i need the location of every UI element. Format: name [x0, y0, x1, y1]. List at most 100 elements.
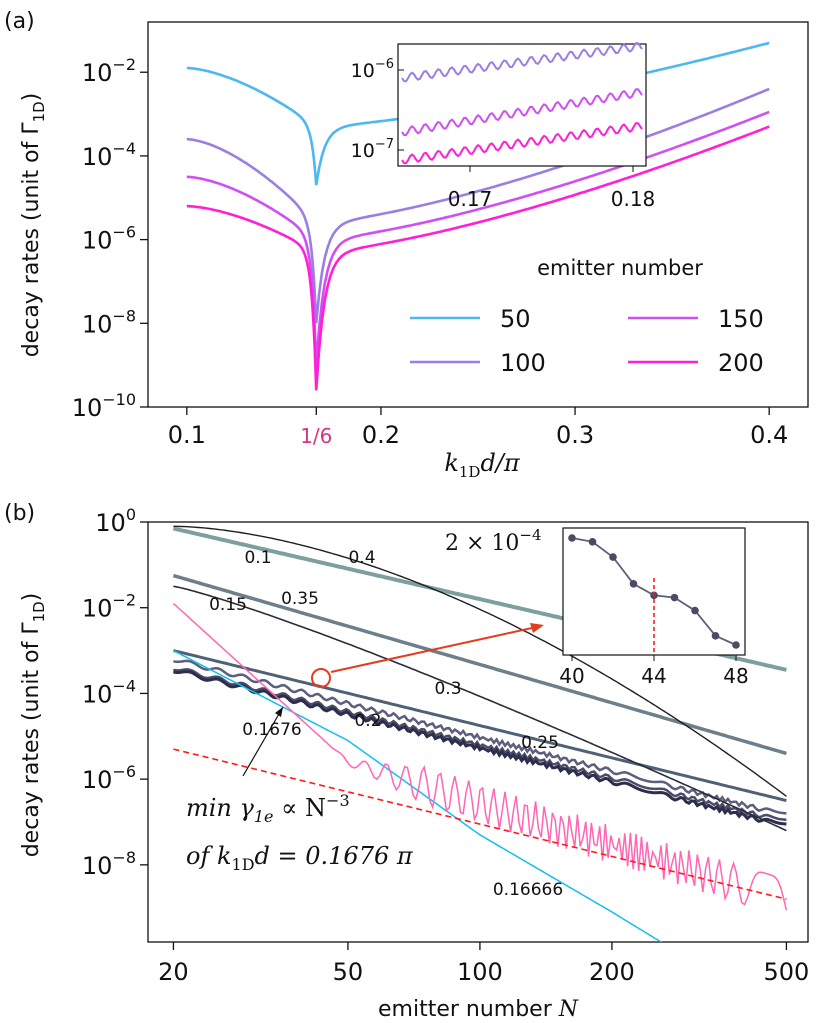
fit-label-sub: 1e	[254, 807, 274, 826]
curve-label-0.25: 0.25	[521, 733, 559, 753]
inset-b-xtick-label: 48	[723, 664, 748, 688]
inset-b-point	[629, 580, 638, 588]
panel-a-xlabel: k1Dd/π	[444, 449, 521, 481]
highlight-circle	[311, 668, 331, 688]
panel-a-xtick-label: 0.1	[168, 421, 206, 449]
panel-b-ytick-label: 10−8	[82, 848, 136, 880]
curve-label-0.16666: 0.16666	[493, 880, 563, 900]
panel-b-series-0.25	[173, 659, 787, 815]
inset-b-title-main: 2 × 10	[445, 531, 519, 556]
inset-b-point	[732, 641, 740, 649]
fit-label-prop: ∝ N	[274, 794, 327, 822]
inset-b-point	[711, 632, 720, 640]
fit-annotation-arrow	[242, 706, 284, 777]
panel-b-ytick-label: 10−4	[82, 676, 136, 708]
fit-of-label-main: of k	[186, 842, 232, 870]
panel-b-series-0.1676	[173, 670, 787, 826]
curve-label-0.2: 0.2	[354, 711, 381, 731]
curve-label-0.4: 0.4	[348, 548, 375, 568]
panel-b-series-0.3	[173, 649, 787, 803]
panel-b-xtick-label: 20	[158, 958, 189, 986]
panel-b-ytick-label: 100	[95, 505, 136, 537]
legend-label-150: 150	[718, 305, 764, 333]
panel-a-ylabel-main: decay rates (unit of Γ	[19, 122, 44, 358]
legend-label-100: 100	[500, 349, 546, 377]
highlight-arrowhead	[530, 623, 544, 633]
inset-b-point	[609, 553, 617, 561]
fit-label: min γ1e ∝ N−3	[186, 791, 350, 826]
panel-b-series-group	[172, 525, 788, 942]
curve-label-0.35: 0.35	[281, 589, 319, 609]
panel-b-series-0.15	[173, 585, 787, 832]
inset-b-point	[588, 538, 597, 546]
panel-b-ylabel-end: )	[19, 593, 44, 602]
panel-b-xtick-label: 500	[764, 958, 810, 986]
inset-b-point	[568, 534, 576, 542]
panel-b-xtick-label: 50	[333, 958, 364, 986]
panel-a-ylabel-end: )	[19, 93, 44, 102]
panel-a-series-200	[186, 125, 770, 391]
panel-b-xtick-label: 100	[457, 958, 503, 986]
panel-b-ytick-label: 10−2	[82, 591, 136, 623]
inset-a-curve	[401, 122, 643, 165]
inset-b-point	[670, 593, 679, 602]
panel-b-ylabel: decay rates (unit of Γ1D)	[19, 593, 48, 858]
curve-label-0.1: 0.1	[244, 548, 271, 568]
panel-a-xtick-label: 1/6	[300, 424, 332, 448]
panel-b-xlabel-text: emitter number	[378, 997, 553, 1022]
panel-b-xlabel-var: N	[558, 997, 579, 1022]
legend-label-50: 50	[500, 305, 531, 333]
panel-a-ytick-label: 10−6	[82, 223, 136, 255]
curve-label-0.3: 0.3	[434, 679, 461, 699]
fit-label-main: min γ	[186, 794, 255, 822]
panel-a-xlabel-rest: d/π	[480, 449, 520, 477]
panel-a-xtick-label: 0.2	[362, 421, 400, 449]
inset-b-title: 2 × 10−4	[445, 526, 542, 556]
panel-a-xlabel-sub: 1D	[459, 463, 481, 481]
panel-b-series-0.16666	[173, 649, 663, 942]
curve-label-0.1676: 0.1676	[242, 720, 301, 740]
fit-label-exp: −3	[326, 791, 350, 810]
panel-a-ylabel: decay rates (unit of Γ1D)	[19, 93, 48, 358]
legend-label-200: 200	[718, 349, 764, 377]
panel-b-xlabel: emitter number N	[378, 997, 579, 1022]
panel-a-label: (a)	[4, 9, 35, 34]
panel-a-xlabel-var: k	[444, 449, 459, 477]
inset-a-curve	[401, 88, 643, 137]
panel-b-ytick-label: 10−6	[82, 762, 136, 794]
panel-b-series-0.1	[173, 525, 787, 797]
inset-a-ytick-label: 10−6	[351, 57, 394, 82]
inset-b-xtick-label: 44	[641, 664, 666, 688]
panel-a-frame	[147, 21, 809, 408]
inset-b-title-exp: −4	[519, 526, 541, 544]
panel-b-label: (b)	[4, 501, 35, 526]
panel-a-xtick-label: 0.4	[750, 421, 788, 449]
inset-a-xtick-label: 0.18	[611, 187, 656, 211]
panel-a-xtick-label: 0.3	[556, 421, 594, 449]
inset-b-point	[691, 606, 699, 615]
inset-a-frame	[397, 43, 647, 167]
fit-of-label: of k1Dd = 0.1676 π	[186, 842, 414, 874]
panel-a-ylabel-sub: 1D	[30, 101, 48, 122]
inset-a-xtick-label: 0.17	[448, 187, 493, 211]
panel-b-frame	[147, 521, 809, 943]
panel-a-ytick-label: 10−2	[82, 55, 136, 87]
fit-of-label-rest: d = 0.1676 π	[255, 842, 414, 870]
panel-a-ytick-label: 10−8	[82, 306, 136, 338]
panel-b-ylabel-main: decay rates (unit of Γ	[19, 622, 44, 858]
inset-a-curve	[401, 42, 643, 83]
fit-of-label-sub: 1D	[232, 855, 255, 874]
panel-b-series-0.1676	[172, 602, 788, 911]
panel-b-ylabel-sub: 1D	[30, 601, 48, 622]
legend-title: emitter number	[537, 256, 703, 280]
inset-b-xtick-label: 40	[559, 664, 584, 688]
inset-a-ytick-label: 10−7	[351, 137, 394, 162]
highlight-arrow	[330, 627, 533, 673]
curve-label-0.15: 0.15	[209, 595, 247, 615]
panel-b-xtick-label: 200	[589, 958, 635, 986]
panel-a-ytick-label: 10−10	[72, 390, 136, 422]
fit-annotation-arrowhead	[275, 707, 283, 717]
fit-line	[173, 748, 787, 900]
panel-a-ytick-label: 10−4	[82, 139, 136, 171]
